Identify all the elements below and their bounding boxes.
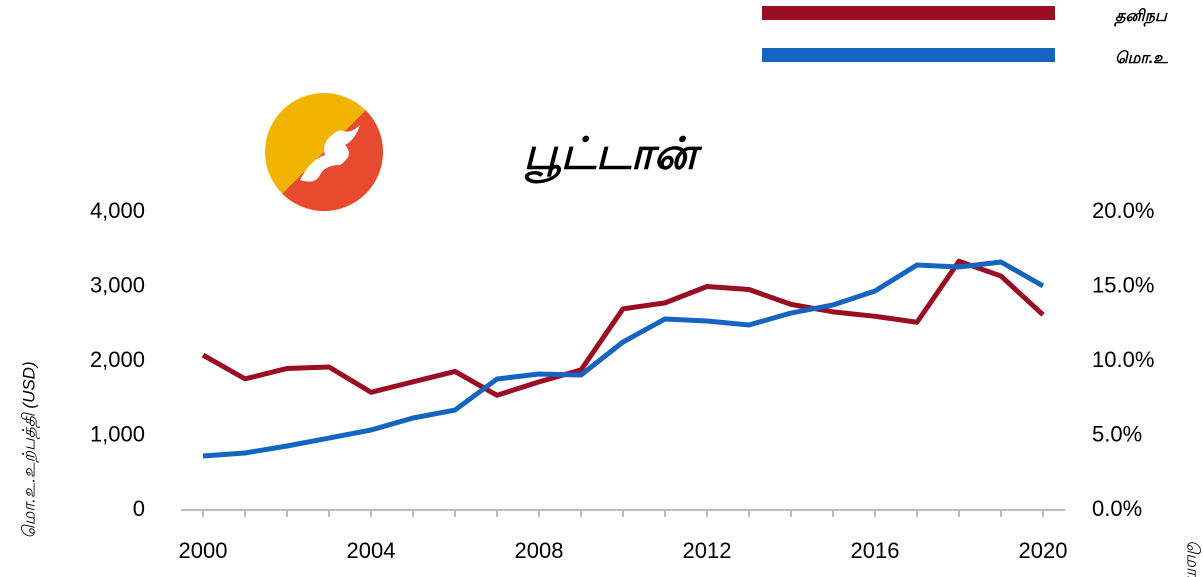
y-tick-label: 2,000: [90, 347, 145, 372]
y-tick-label: 1,000: [90, 421, 145, 446]
line-series: [201, 258, 1045, 398]
x-tick-label: 2004: [347, 538, 396, 563]
x-tick-label: 2016: [851, 538, 900, 563]
flag: [265, 93, 383, 211]
legend-swatch: [762, 48, 1055, 62]
y-axis-label: மொ.உ.உற்பத்தி (USD): [19, 361, 40, 538]
y2-tick-label: 0.0%: [1092, 496, 1142, 521]
y2-tick-label: 5.0%: [1092, 421, 1142, 446]
y2-axis-label: மொ.உ.: [1184, 540, 1203, 577]
x-tick-label: 2008: [515, 538, 564, 563]
chart-title: பூட்டான்: [524, 130, 703, 184]
y-tick-label: 4,000: [90, 198, 145, 223]
x-tick-label: 2000: [179, 538, 228, 563]
line-series: [202, 259, 1045, 459]
legend-swatch: [762, 6, 1055, 20]
y-tick-label: 0: [133, 496, 145, 521]
x-tick-label: 2020: [1019, 538, 1068, 563]
y2-tick-label: 20.0%: [1092, 198, 1154, 223]
legend-label: தனிநப: [1114, 8, 1168, 27]
y2-tick-label: 10.0%: [1092, 347, 1154, 372]
y2-tick-label: 15.0%: [1092, 272, 1154, 297]
y-tick-label: 3,000: [90, 272, 145, 297]
x-tick-label: 2012: [683, 538, 732, 563]
legend-label: மொ.உ: [1115, 50, 1168, 67]
